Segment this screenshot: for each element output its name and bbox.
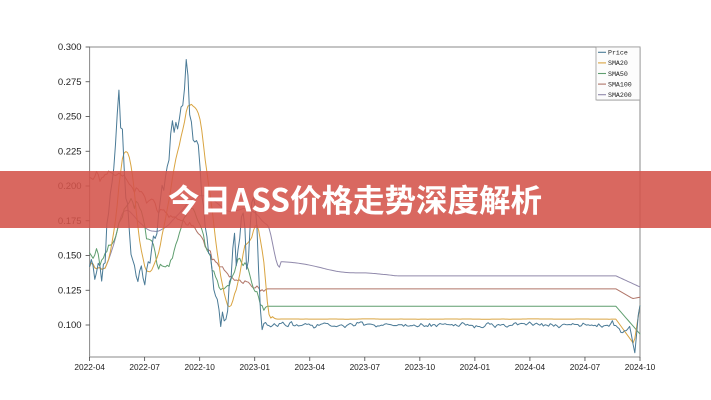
svg-text:2022-07: 2022-07 (129, 362, 160, 372)
svg-text:2024-10: 2024-10 (625, 362, 656, 372)
svg-text:2022-10: 2022-10 (184, 362, 215, 372)
svg-text:SMA50: SMA50 (608, 71, 628, 78)
svg-text:0.150: 0.150 (58, 251, 82, 262)
svg-text:Price: Price (608, 50, 628, 57)
svg-text:2023-01: 2023-01 (239, 362, 270, 372)
svg-text:SMA200: SMA200 (608, 92, 632, 99)
svg-text:2024-04: 2024-04 (515, 362, 546, 372)
svg-text:2023-07: 2023-07 (350, 362, 381, 372)
svg-text:今日ASS价格走势深度解析: 今日ASS价格走势深度解析 (168, 176, 542, 222)
svg-text:0.275: 0.275 (58, 77, 82, 88)
svg-text:2022-04: 2022-04 (74, 362, 105, 372)
svg-text:0.125: 0.125 (58, 285, 82, 296)
svg-text:0.225: 0.225 (58, 146, 82, 157)
svg-text:0.300: 0.300 (58, 42, 82, 53)
svg-text:2024-01: 2024-01 (460, 362, 491, 372)
svg-text:2023-04: 2023-04 (295, 362, 326, 372)
svg-text:0.250: 0.250 (58, 112, 82, 123)
svg-text:0.100: 0.100 (58, 320, 82, 331)
svg-text:SMA100: SMA100 (608, 81, 632, 88)
svg-text:2023-10: 2023-10 (405, 362, 436, 372)
svg-text:SMA20: SMA20 (608, 60, 628, 67)
svg-text:2024-07: 2024-07 (570, 362, 601, 372)
